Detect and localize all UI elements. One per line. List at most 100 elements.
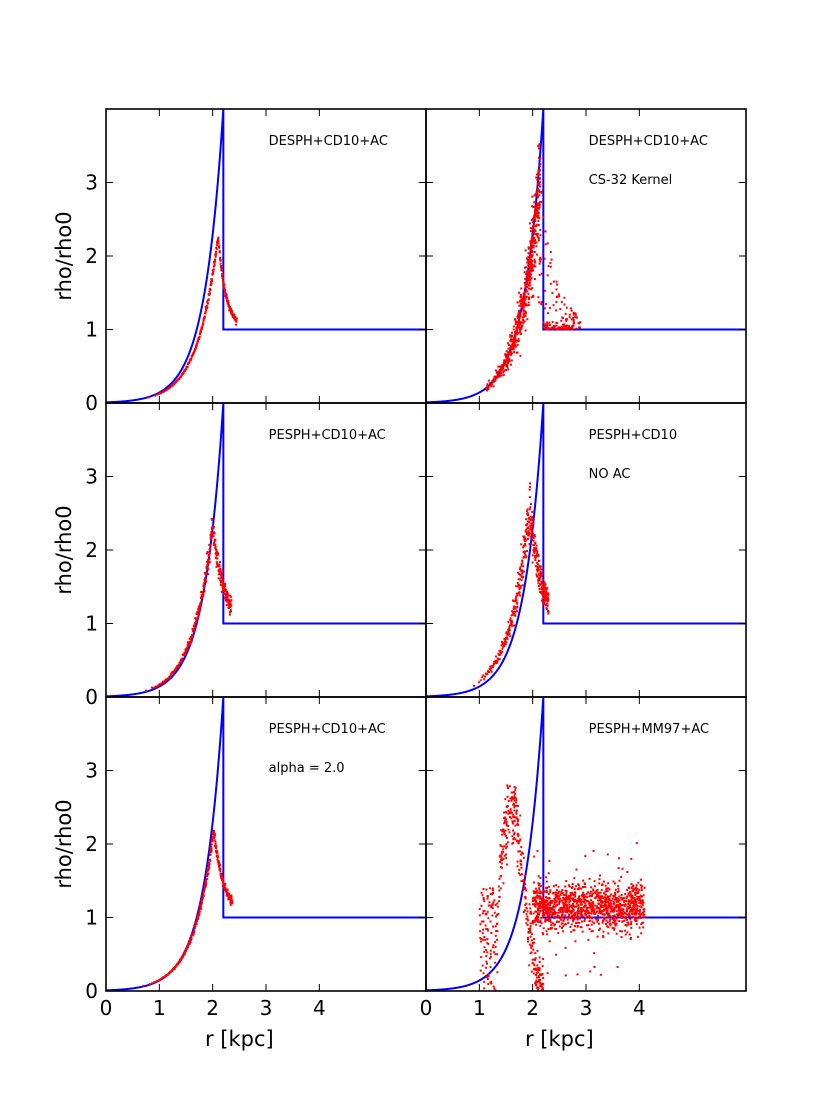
scatter-point xyxy=(578,322,580,325)
scatter-point xyxy=(529,263,532,266)
scatter-point xyxy=(536,909,539,912)
scatter-point xyxy=(499,844,502,847)
scatter-point xyxy=(503,811,506,814)
scatter-point xyxy=(494,659,497,662)
scatter-point xyxy=(527,927,530,930)
scatter-point xyxy=(479,969,482,972)
scatter-point xyxy=(201,323,204,326)
scatter-point xyxy=(486,910,489,913)
axes-frame xyxy=(425,696,747,992)
scatter-point xyxy=(219,570,222,573)
scatter-point xyxy=(222,585,225,588)
scatter-point xyxy=(595,890,598,893)
scatter-point xyxy=(214,842,217,845)
scatter-point xyxy=(188,361,191,364)
scatter-point xyxy=(538,204,541,206)
scatter-point xyxy=(481,964,484,967)
scatter-point xyxy=(227,299,230,302)
scatter-point xyxy=(625,897,628,899)
scatter-point xyxy=(209,287,212,290)
scatter-point xyxy=(565,320,568,323)
scatter-point xyxy=(541,900,544,903)
scatter-point xyxy=(573,888,576,891)
scatter-point xyxy=(230,311,233,314)
scatter-point xyxy=(588,919,591,922)
scatter-point xyxy=(211,838,214,841)
scatter-point xyxy=(527,247,530,250)
scatter-point xyxy=(529,266,532,269)
scatter-point xyxy=(533,964,536,967)
scatter-point xyxy=(520,880,523,883)
scatter-point xyxy=(533,231,535,234)
scatter-point xyxy=(544,586,547,589)
scatter-point xyxy=(530,946,533,949)
scatter-point xyxy=(615,903,618,906)
scatter-point xyxy=(553,913,556,916)
scatter-point xyxy=(513,799,516,802)
scatter-point xyxy=(195,620,198,623)
scatter-point xyxy=(536,896,539,899)
scatter-point xyxy=(524,310,527,313)
scatter-point xyxy=(519,585,522,588)
scatter-point xyxy=(640,923,643,926)
scatter-point xyxy=(577,884,580,887)
scatter-point xyxy=(226,597,229,600)
scatter-point xyxy=(510,623,512,626)
scatter-point xyxy=(498,373,501,376)
scatter-point xyxy=(525,902,528,905)
scatter-point xyxy=(226,296,229,299)
scatter-point xyxy=(567,325,570,328)
plot-area xyxy=(426,109,746,403)
scatter-point xyxy=(151,686,153,689)
scatter-point xyxy=(513,831,516,834)
scatter-point xyxy=(586,907,589,910)
scatter-point xyxy=(606,912,608,915)
scatter-point xyxy=(531,942,534,945)
scatter-point xyxy=(508,632,511,635)
scatter-point xyxy=(544,598,547,601)
scatter-point xyxy=(157,684,160,687)
scatter-point xyxy=(524,539,527,542)
scatter-point xyxy=(623,929,626,932)
scatter-point xyxy=(548,912,551,915)
scatter-point xyxy=(620,916,623,919)
scatter-point xyxy=(537,988,539,991)
scatter-point xyxy=(511,822,514,825)
scatter-point xyxy=(562,920,565,922)
scatter-point xyxy=(491,893,494,896)
scatter-point xyxy=(538,882,541,885)
scatter-point xyxy=(515,599,518,602)
scatter-point xyxy=(530,262,533,265)
scatter-point xyxy=(206,563,209,566)
scatter-point xyxy=(211,519,214,522)
scatter-point xyxy=(505,364,508,367)
scatter-point xyxy=(520,304,523,307)
scatter-point xyxy=(229,608,232,611)
scatter-point xyxy=(519,312,522,315)
scatter-point xyxy=(526,918,529,921)
scatter-point xyxy=(579,903,582,906)
y-tick-label: 0 xyxy=(85,979,98,1003)
scatter-point xyxy=(549,919,552,921)
scatter-point xyxy=(547,265,550,268)
scatter-point xyxy=(513,624,516,627)
scatter-point xyxy=(552,885,555,888)
scatter-point xyxy=(525,922,528,925)
scatter-point xyxy=(600,896,603,899)
scatter-point xyxy=(514,345,517,348)
scatter-point xyxy=(520,569,523,572)
scatter-point xyxy=(515,340,518,343)
scatter-point xyxy=(578,921,581,924)
axes-frame xyxy=(105,108,427,404)
scatter-point xyxy=(539,983,542,985)
scatter-point xyxy=(548,914,550,917)
scatter-point xyxy=(527,938,529,941)
scatter-point xyxy=(539,919,542,922)
scatter-point xyxy=(527,264,530,267)
scatter-point xyxy=(527,512,530,515)
scatter-point xyxy=(538,909,541,912)
scatter-point xyxy=(185,650,188,653)
scatter-point xyxy=(576,900,579,902)
